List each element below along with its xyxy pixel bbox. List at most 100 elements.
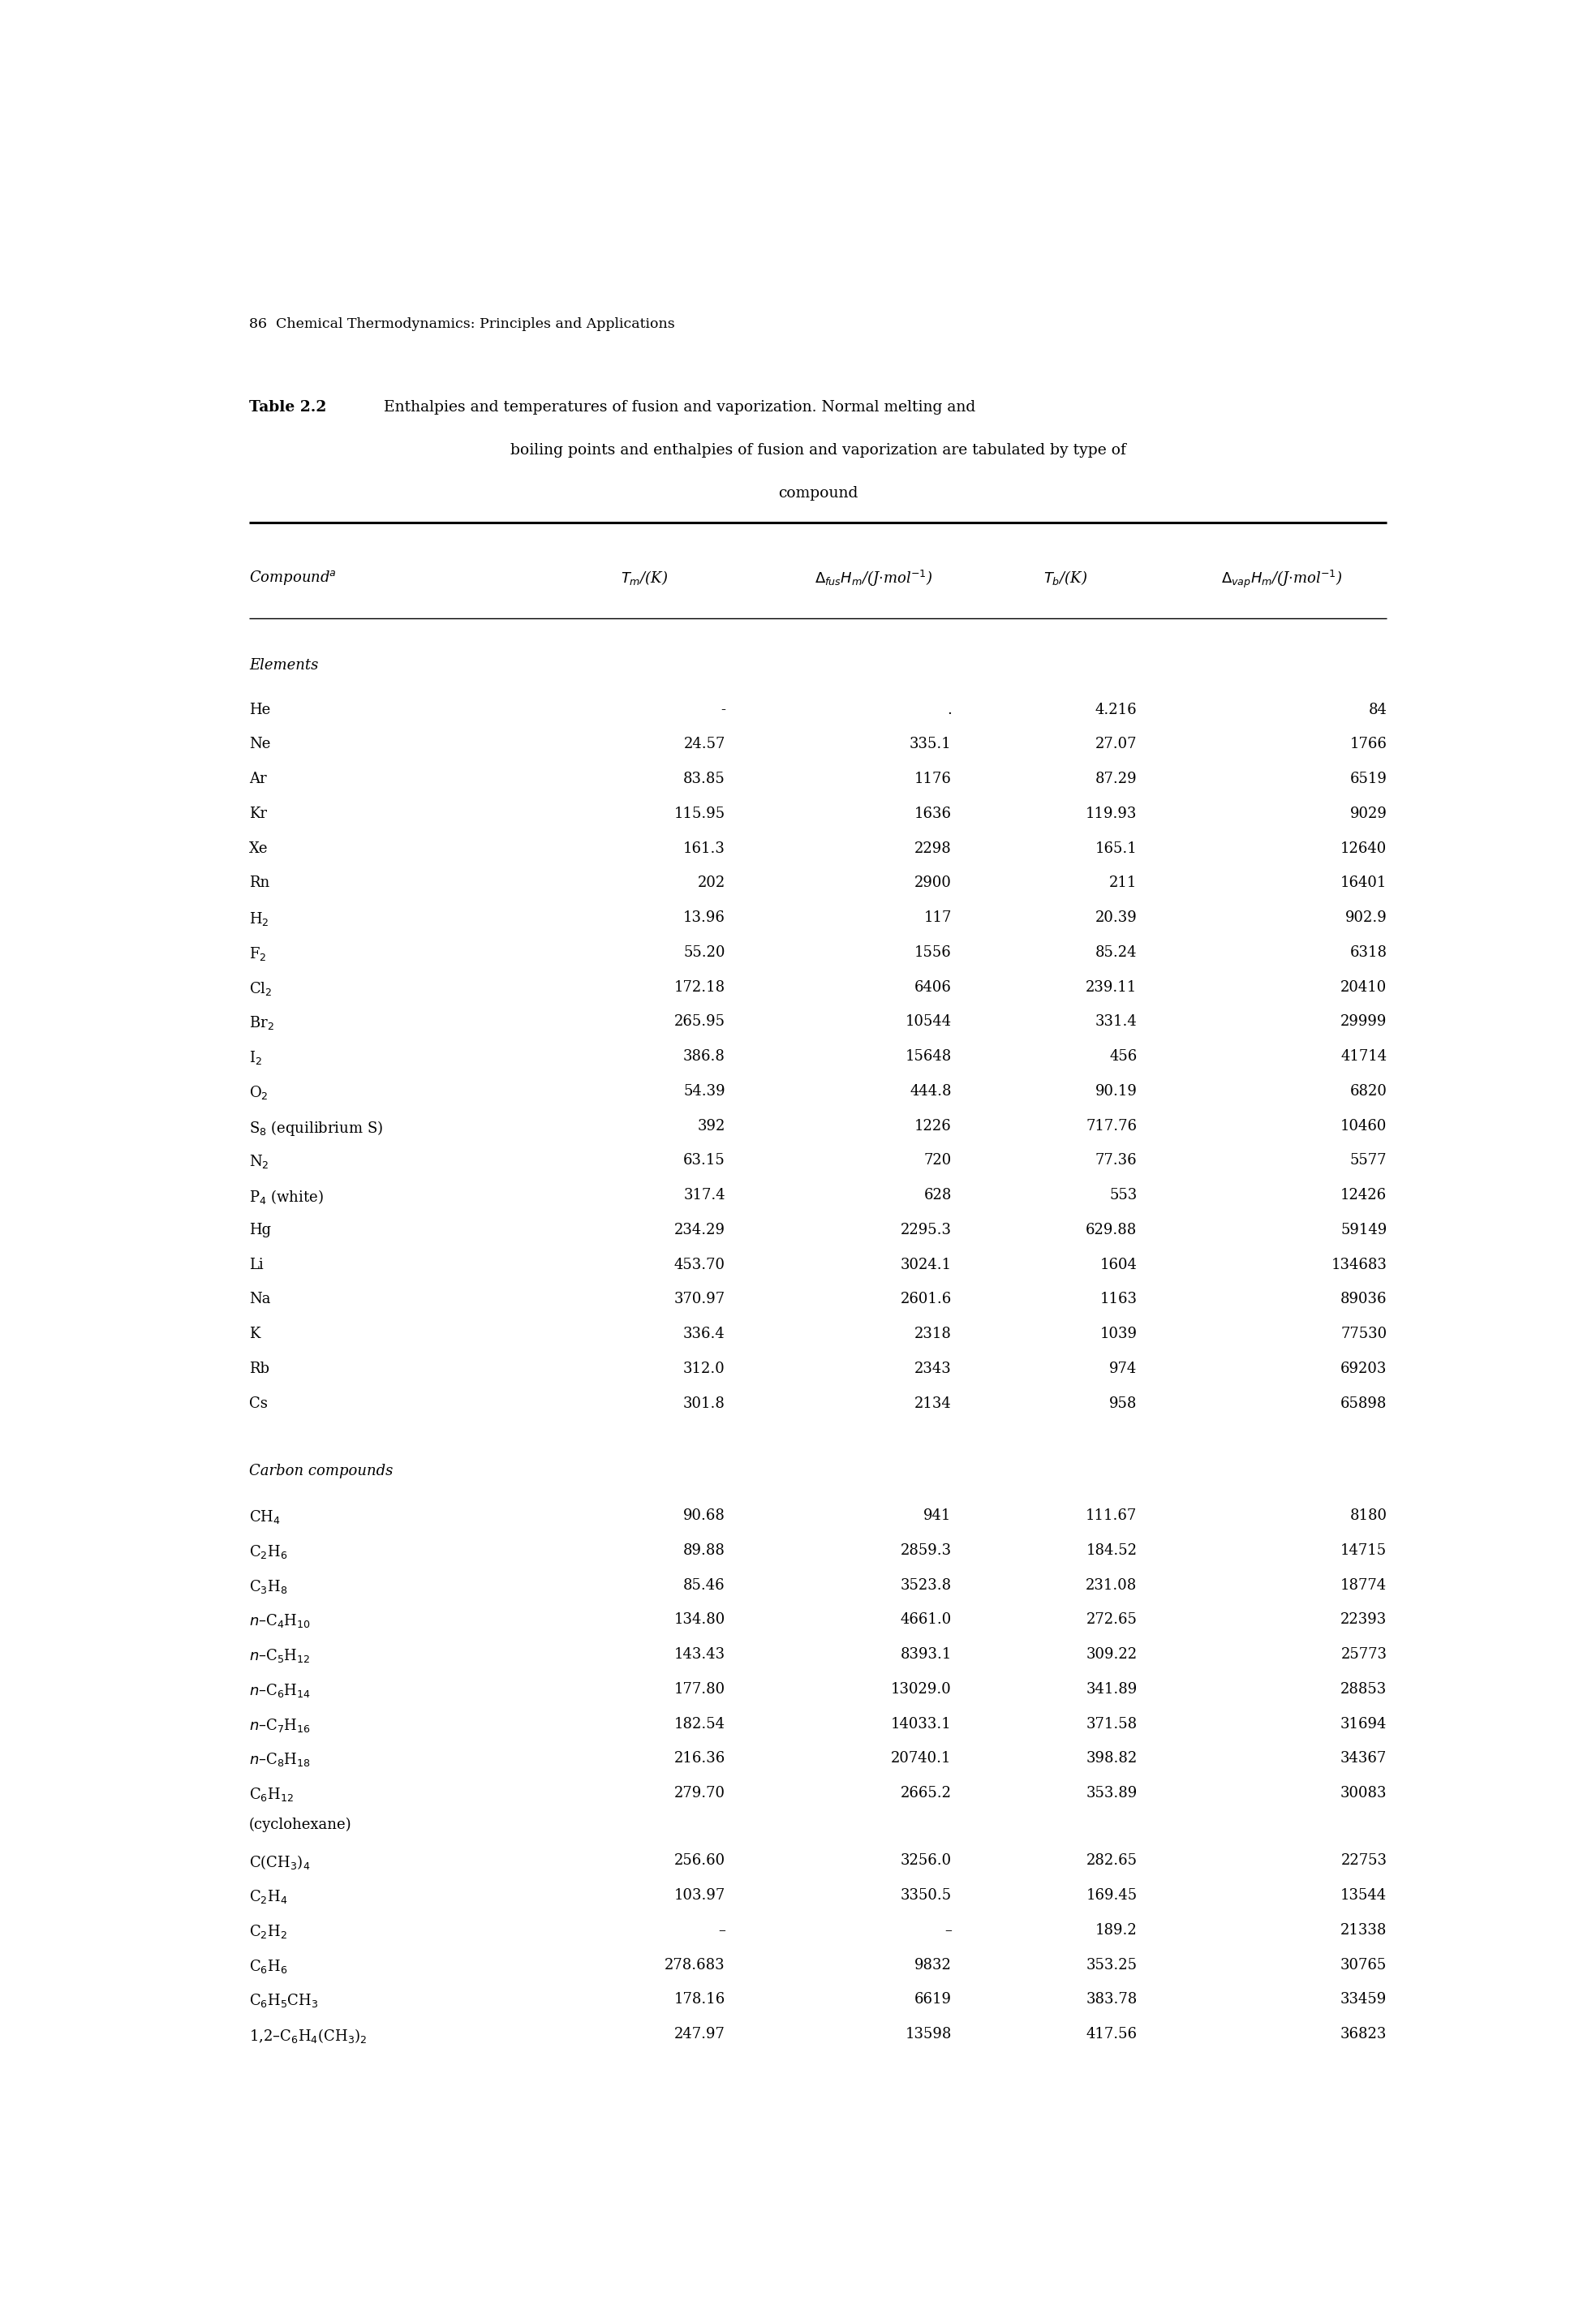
Text: 8180: 8180 — [1350, 1507, 1387, 1524]
Text: 54.39: 54.39 — [683, 1083, 725, 1099]
Text: 29999: 29999 — [1341, 1016, 1387, 1030]
Text: 3256.0: 3256.0 — [900, 1853, 951, 1869]
Text: 6318: 6318 — [1350, 946, 1387, 960]
Text: 31694: 31694 — [1341, 1716, 1387, 1732]
Text: C$_2$H$_2$: C$_2$H$_2$ — [249, 1922, 287, 1941]
Text: 1176: 1176 — [915, 772, 951, 786]
Text: 119.93: 119.93 — [1085, 807, 1136, 821]
Text: 398.82: 398.82 — [1085, 1751, 1136, 1765]
Text: 282.65: 282.65 — [1085, 1853, 1136, 1869]
Text: 13598: 13598 — [905, 2027, 951, 2041]
Text: 417.56: 417.56 — [1085, 2027, 1136, 2041]
Text: 383.78: 383.78 — [1085, 1992, 1136, 2006]
Text: 256.60: 256.60 — [674, 1853, 725, 1869]
Text: 4.216: 4.216 — [1095, 703, 1136, 717]
Text: compound: compound — [777, 487, 859, 501]
Text: 312.0: 312.0 — [683, 1361, 725, 1375]
Text: He: He — [249, 703, 270, 717]
Text: 41714: 41714 — [1341, 1048, 1387, 1064]
Text: $n$–C$_5$H$_{12}$: $n$–C$_5$H$_{12}$ — [249, 1646, 310, 1665]
Text: C$_6$H$_{12}$: C$_6$H$_{12}$ — [249, 1786, 294, 1802]
Text: 20.39: 20.39 — [1095, 911, 1136, 925]
Text: H$_2$: H$_2$ — [249, 911, 270, 928]
Text: 111.67: 111.67 — [1085, 1507, 1136, 1524]
Text: 265.95: 265.95 — [674, 1016, 725, 1030]
Text: 2601.6: 2601.6 — [900, 1292, 951, 1306]
Text: 331.4: 331.4 — [1095, 1016, 1136, 1030]
Text: F$_2$: F$_2$ — [249, 946, 267, 962]
Text: 1766: 1766 — [1350, 737, 1387, 751]
Text: 974: 974 — [1109, 1361, 1136, 1375]
Text: 86  Chemical Thermodynamics: Principles and Applications: 86 Chemical Thermodynamics: Principles a… — [249, 318, 675, 332]
Text: 6519: 6519 — [1350, 772, 1387, 786]
Text: 353.25: 353.25 — [1085, 1957, 1136, 1973]
Text: Ar: Ar — [249, 772, 267, 786]
Text: 134683: 134683 — [1331, 1257, 1387, 1273]
Text: 3350.5: 3350.5 — [900, 1888, 951, 1904]
Text: 90.68: 90.68 — [683, 1507, 725, 1524]
Text: Kr: Kr — [249, 807, 267, 821]
Text: 317.4: 317.4 — [683, 1187, 725, 1204]
Text: 30765: 30765 — [1341, 1957, 1387, 1973]
Text: 2900: 2900 — [915, 877, 951, 890]
Text: 18774: 18774 — [1341, 1577, 1387, 1593]
Text: 85.46: 85.46 — [683, 1577, 725, 1593]
Text: 34367: 34367 — [1341, 1751, 1387, 1765]
Text: C$_2$H$_4$: C$_2$H$_4$ — [249, 1888, 287, 1906]
Text: 65898: 65898 — [1341, 1396, 1387, 1410]
Text: $n$–C$_4$H$_{10}$: $n$–C$_4$H$_{10}$ — [249, 1612, 311, 1630]
Text: 90.19: 90.19 — [1095, 1083, 1136, 1099]
Text: 370.97: 370.97 — [674, 1292, 725, 1306]
Text: –: – — [718, 1922, 725, 1939]
Text: $T_b$/(K): $T_b$/(K) — [1044, 568, 1087, 587]
Text: 117: 117 — [924, 911, 951, 925]
Text: 2295.3: 2295.3 — [900, 1222, 951, 1238]
Text: 231.08: 231.08 — [1085, 1577, 1136, 1593]
Text: 28853: 28853 — [1341, 1681, 1387, 1698]
Text: 941: 941 — [924, 1507, 951, 1524]
Text: $\Delta_{vap}H_m$/(J$\cdot$mol$^{-1}$): $\Delta_{vap}H_m$/(J$\cdot$mol$^{-1}$) — [1221, 568, 1342, 589]
Text: Li: Li — [249, 1257, 263, 1273]
Text: Rb: Rb — [249, 1361, 270, 1375]
Text: 216.36: 216.36 — [674, 1751, 725, 1765]
Text: 13544: 13544 — [1341, 1888, 1387, 1904]
Text: Hg: Hg — [249, 1222, 271, 1238]
Text: 1226: 1226 — [915, 1118, 951, 1134]
Text: boiling points and enthalpies of fusion and vaporization are tabulated by type o: boiling points and enthalpies of fusion … — [511, 443, 1125, 457]
Text: Carbon compounds: Carbon compounds — [249, 1463, 393, 1480]
Text: Enthalpies and temperatures of fusion and vaporization. Normal melting and: Enthalpies and temperatures of fusion an… — [378, 401, 975, 415]
Text: 55.20: 55.20 — [683, 946, 725, 960]
Text: 5577: 5577 — [1350, 1153, 1387, 1169]
Text: 12426: 12426 — [1341, 1187, 1387, 1204]
Text: 2134: 2134 — [915, 1396, 951, 1410]
Text: 6619: 6619 — [915, 1992, 951, 2006]
Text: 6406: 6406 — [915, 981, 951, 995]
Text: 77530: 77530 — [1341, 1326, 1387, 1340]
Text: 33459: 33459 — [1341, 1992, 1387, 2006]
Text: 13.96: 13.96 — [683, 911, 725, 925]
Text: 2859.3: 2859.3 — [900, 1542, 951, 1558]
Text: 15648: 15648 — [905, 1048, 951, 1064]
Text: 211: 211 — [1109, 877, 1136, 890]
Text: 335.1: 335.1 — [910, 737, 951, 751]
Text: 3523.8: 3523.8 — [900, 1577, 951, 1593]
Text: 1556: 1556 — [915, 946, 951, 960]
Text: .: . — [946, 703, 951, 717]
Text: C$_6$H$_5$CH$_3$: C$_6$H$_5$CH$_3$ — [249, 1992, 318, 2011]
Text: 85.24: 85.24 — [1095, 946, 1136, 960]
Text: Ne: Ne — [249, 737, 270, 751]
Text: 134.80: 134.80 — [674, 1612, 725, 1628]
Text: 182.54: 182.54 — [674, 1716, 725, 1732]
Text: 444.8: 444.8 — [910, 1083, 951, 1099]
Text: Na: Na — [249, 1292, 270, 1306]
Text: K: K — [249, 1326, 260, 1340]
Text: 958: 958 — [1109, 1396, 1136, 1410]
Text: S$_8$ (equilibrium S): S$_8$ (equilibrium S) — [249, 1118, 383, 1136]
Text: 353.89: 353.89 — [1085, 1786, 1136, 1800]
Text: 77.36: 77.36 — [1095, 1153, 1136, 1169]
Text: 341.89: 341.89 — [1085, 1681, 1136, 1698]
Text: 2298: 2298 — [915, 842, 951, 856]
Text: –: – — [945, 1922, 951, 1939]
Text: 3024.1: 3024.1 — [900, 1257, 951, 1273]
Text: 14033.1: 14033.1 — [891, 1716, 951, 1732]
